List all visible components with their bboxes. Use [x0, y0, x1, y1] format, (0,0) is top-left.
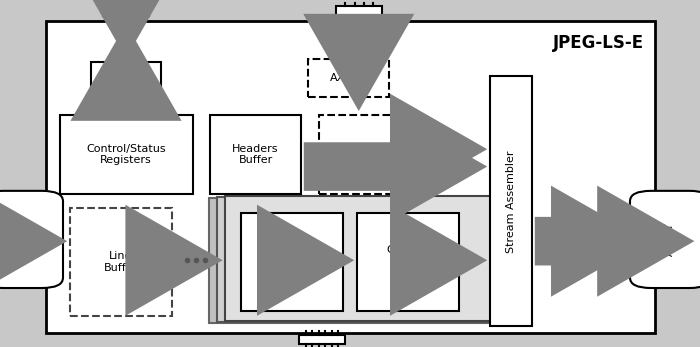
FancyBboxPatch shape: [209, 198, 501, 323]
FancyBboxPatch shape: [70, 208, 172, 316]
FancyBboxPatch shape: [91, 62, 161, 104]
Text: Context
Modeler: Context Modeler: [270, 251, 315, 273]
Bar: [337, 6, 382, 16]
Text: JPEG-LS-E: JPEG-LS-E: [553, 34, 644, 52]
FancyBboxPatch shape: [210, 115, 301, 194]
FancyBboxPatch shape: [318, 115, 420, 194]
Text: AXI-ST: AXI-ST: [18, 222, 28, 256]
Bar: [300, 335, 344, 344]
Text: Timestamps
Buffer: Timestamps Buffer: [335, 144, 403, 165]
Text: AXI-ST: AXI-ST: [330, 73, 366, 83]
Bar: [104, 6, 148, 16]
FancyBboxPatch shape: [60, 115, 192, 194]
FancyBboxPatch shape: [308, 59, 388, 97]
Text: Control/Status
Registers: Control/Status Registers: [86, 144, 166, 165]
FancyBboxPatch shape: [241, 213, 343, 311]
FancyBboxPatch shape: [46, 21, 655, 333]
Text: AXI-ST: AXI-ST: [665, 222, 676, 256]
Text: APB: APB: [113, 77, 139, 90]
FancyBboxPatch shape: [225, 196, 518, 321]
Text: Line
Buffer: Line Buffer: [104, 251, 138, 273]
Text: Golomb
& RLE
Coder: Golomb & RLE Coder: [386, 245, 429, 279]
FancyBboxPatch shape: [217, 197, 510, 322]
FancyBboxPatch shape: [490, 76, 532, 326]
FancyBboxPatch shape: [357, 213, 458, 311]
Text: Stream Assembler: Stream Assembler: [506, 150, 516, 253]
FancyBboxPatch shape: [0, 191, 63, 288]
FancyBboxPatch shape: [630, 191, 700, 288]
Text: Headers
Buffer: Headers Buffer: [232, 144, 279, 165]
